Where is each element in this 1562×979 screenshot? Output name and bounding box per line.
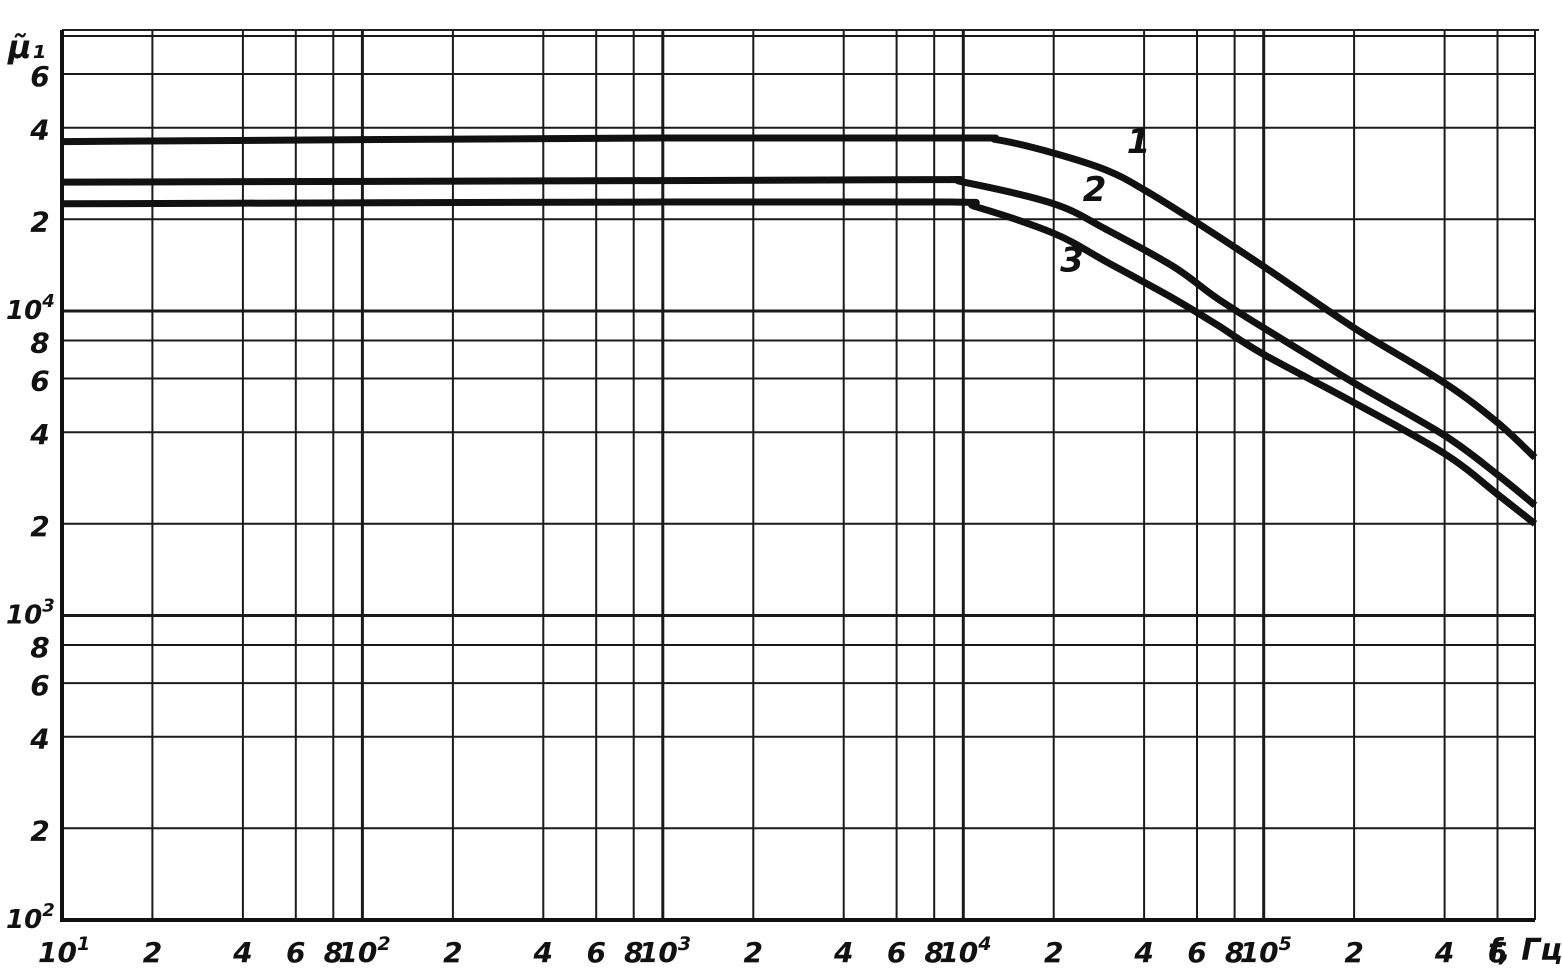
series-label-1: 1 — [1127, 122, 1151, 162]
x-tick-label: 8 — [624, 936, 643, 969]
series-line-1 — [61, 134, 1538, 461]
y-tick-label: 8 — [30, 631, 49, 664]
y-tick-label: 2 — [30, 510, 49, 543]
x-tick-label: 103 — [639, 933, 691, 969]
x-tick-label: 2 — [744, 936, 763, 969]
x-tick-label: 8 — [324, 936, 343, 969]
x-tick-label: 4 — [1133, 936, 1153, 969]
y-tick-label: 4 — [29, 418, 49, 451]
x-tick-label: 4 — [1434, 936, 1454, 969]
series-line-3 — [61, 198, 1538, 527]
y-tick-label: 6 — [30, 669, 49, 702]
x-tick-label: 4 — [232, 936, 252, 969]
y-tick-label: 6 — [30, 60, 49, 93]
x-tick-label: 8 — [1225, 936, 1244, 969]
x-tick-label: 4 — [533, 936, 553, 969]
y-tick-label: 103 — [6, 595, 55, 630]
y-tick-label: 4 — [29, 114, 49, 147]
x-grid-lines — [60, 30, 1536, 920]
series-line-2 — [61, 175, 1538, 509]
x-tick-label: 102 — [338, 933, 390, 969]
y-tick-label: 2 — [30, 814, 49, 847]
x-tick-label: 4 — [833, 936, 853, 969]
y-tick-label: 4 — [29, 723, 49, 756]
y-axis-label: μ̃₁ — [7, 28, 46, 66]
y-tick-label: 102 — [6, 900, 55, 935]
x-tick-label: 2 — [1344, 936, 1363, 969]
y-tick-label: 2 — [30, 205, 49, 238]
y-grid-lines — [60, 29, 1539, 922]
y-tick-label: 6 — [30, 365, 49, 398]
x-tick-label: 105 — [1240, 933, 1292, 969]
x-tick-label: 6 — [286, 936, 305, 969]
x-tick-label: 6 — [1187, 936, 1206, 969]
x-tick-label: 101 — [38, 933, 90, 969]
x-axis-label: f, Гц — [1488, 933, 1562, 968]
series-label-2: 2 — [1083, 170, 1107, 210]
x-tick-label: 2 — [443, 936, 462, 969]
y-tick-label: 8 — [30, 327, 49, 360]
series-labels: 12 3 — [1060, 122, 1150, 280]
x-tick-label: 6 — [586, 936, 605, 969]
x-tick-label: 2 — [1044, 936, 1063, 969]
series-layer — [61, 134, 1538, 527]
y-tick-label: 104 — [6, 291, 55, 326]
x-tick-label: 2 — [143, 936, 162, 969]
x-tick-label: 8 — [924, 936, 943, 969]
x-tick-label: 104 — [939, 933, 991, 969]
x-tick-label: 6 — [1488, 936, 1507, 969]
x-tick-label: 6 — [887, 936, 906, 969]
series-label-3: 3 — [1060, 240, 1084, 280]
